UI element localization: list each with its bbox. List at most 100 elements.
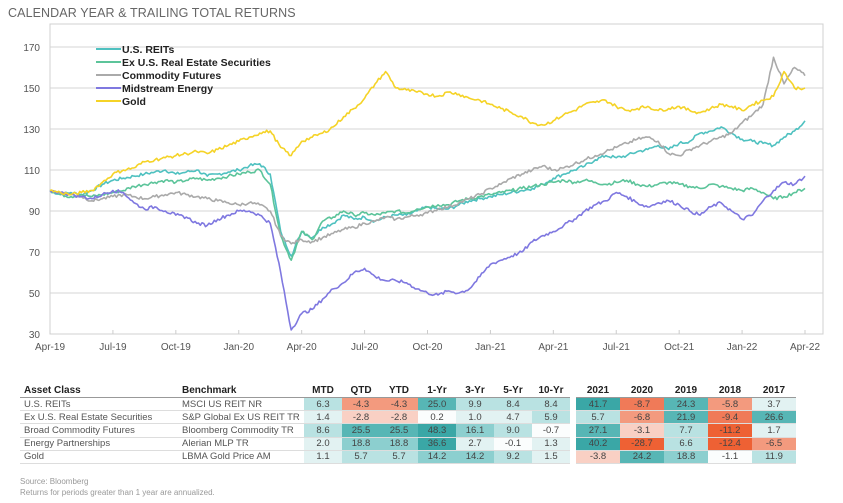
- table-row: U.S. REITs MSCI US REIT NR 6.3 -4.3 -4.3 25.0…: [20, 397, 796, 412]
- table-row: Broad Commodity Futures Bloomberg Commodi…: [20, 423, 796, 438]
- return-cell: -2.8: [380, 410, 418, 425]
- y-tick-label: 150: [23, 84, 40, 95]
- series-line-u-s-reits: [49, 120, 806, 257]
- column-header: YTD: [380, 384, 418, 398]
- plot-frame: [49, 23, 824, 335]
- column-header: 10-Yr: [532, 384, 570, 398]
- return-cell: 1.7: [752, 423, 796, 438]
- series-line-midstream-energy: [49, 175, 806, 331]
- benchmark-cell: S&P Global Ex US REIT TR: [178, 410, 304, 425]
- return-cell: -3.1: [620, 423, 664, 438]
- return-cell: -9.4: [708, 410, 752, 425]
- return-cell: 27.1: [576, 423, 620, 438]
- column-gap: [570, 437, 576, 451]
- return-cell: 4.7: [494, 410, 532, 425]
- return-cell: -6.5: [752, 437, 796, 451]
- y-tick-label: 70: [29, 248, 41, 259]
- table-row: Gold LBMA Gold Price AM 1.1 5.7 5.7 14.2 14.2 9…: [20, 450, 796, 464]
- return-cell: 1.3: [532, 437, 570, 451]
- x-tick-label: Oct-19: [161, 342, 191, 353]
- column-header: QTD: [342, 384, 380, 398]
- annualized-note: Returns for periods greater than 1 year …: [20, 488, 215, 497]
- return-cell: 11.9: [752, 450, 796, 464]
- column-gap: [570, 384, 576, 398]
- y-tick-label: 110: [24, 166, 40, 177]
- returns-table: Asset Class Benchmark MTD QTD YTD 1-Yr 3-Yr 5-Y…: [20, 384, 796, 464]
- x-tick-label: Oct-21: [664, 342, 694, 353]
- column-header: 2017: [752, 384, 796, 398]
- column-header: 2019: [664, 384, 708, 398]
- column-gap: [570, 410, 576, 424]
- return-cell: -8.7: [620, 397, 664, 412]
- x-axis-ticks: Apr-19 Jul-19 Oct-19 Jan-20 Apr-20 Jul-20 Oct-…: [35, 330, 820, 353]
- y-tick-label: 170: [23, 43, 40, 54]
- return-cell: 1.0: [456, 410, 494, 425]
- column-header: 3-Yr: [456, 384, 494, 398]
- series-line-gold: [49, 70, 806, 196]
- series-lines: [49, 56, 806, 331]
- return-cell: -28.7: [620, 437, 664, 451]
- x-tick-label: Oct-20: [412, 342, 442, 353]
- column-gap: [570, 450, 576, 464]
- return-cell: 9.0: [494, 423, 532, 438]
- column-header: Benchmark: [178, 384, 304, 398]
- x-tick-label: Jan-21: [475, 342, 506, 353]
- return-cell: 8.6: [304, 423, 342, 438]
- return-cell: 24.2: [620, 450, 664, 464]
- return-cell: 1.1: [304, 450, 342, 464]
- x-tick-label: Jan-20: [223, 342, 254, 353]
- x-tick-label: Jul-21: [603, 342, 631, 353]
- x-tick-label: Apr-21: [538, 342, 568, 353]
- return-cell: 18.8: [342, 437, 380, 451]
- return-cell: -0.7: [532, 423, 570, 438]
- return-cell: 6.3: [304, 397, 342, 412]
- return-cell: 5.7: [342, 450, 380, 464]
- return-cell: 25.5: [380, 423, 418, 438]
- column-header: 5-Yr: [494, 384, 532, 398]
- return-cell: 7.7: [664, 423, 708, 438]
- y-tick-label: 30: [29, 330, 41, 341]
- return-cell: 18.8: [664, 450, 708, 464]
- column-gap: [570, 423, 576, 438]
- asset-class-cell: U.S. REITs: [20, 397, 178, 412]
- asset-class-cell: Ex U.S. Real Estate Securities: [20, 410, 178, 425]
- return-cell: 9.2: [494, 450, 532, 464]
- gridlines: [49, 23, 824, 335]
- returns-line-chart: 30 50 70 90 110 130 150 170 Apr-19 Jul-19 Oct-19 J…: [23, 23, 824, 353]
- asset-class-cell: Energy Partnerships: [20, 437, 178, 451]
- return-cell: 5.9: [532, 410, 570, 425]
- return-cell: 1.4: [304, 410, 342, 425]
- return-cell: 8.4: [532, 397, 570, 412]
- x-tick-label: Apr-20: [287, 342, 317, 353]
- page-title: CALENDAR YEAR & TRAILING TOTAL RETURNS: [8, 6, 296, 20]
- return-cell: -4.3: [342, 397, 380, 412]
- return-cell: 36.6: [418, 437, 456, 451]
- return-cell: 5.7: [576, 410, 620, 425]
- return-cell: 48.3: [418, 423, 456, 438]
- return-cell: 25.5: [342, 423, 380, 438]
- return-cell: -1.1: [708, 450, 752, 464]
- return-cell: 8.4: [494, 397, 532, 412]
- column-header: 2018: [708, 384, 752, 398]
- benchmark-cell: Alerian MLP TR: [178, 437, 304, 451]
- x-tick-label: Jan-22: [727, 342, 758, 353]
- return-cell: 2.7: [456, 437, 494, 451]
- return-cell: -4.3: [380, 397, 418, 412]
- column-header: 2021: [576, 384, 620, 398]
- return-cell: -5.8: [708, 397, 752, 412]
- column-header: 1-Yr: [418, 384, 456, 398]
- return-cell: -3.8: [576, 450, 620, 464]
- asset-class-cell: Gold: [20, 450, 178, 464]
- y-tick-label: 90: [29, 207, 41, 218]
- benchmark-cell: LBMA Gold Price AM: [178, 450, 304, 464]
- column-gap: [570, 397, 576, 411]
- return-cell: 40.2: [576, 437, 620, 451]
- legend-label: Commodity Futures: [122, 70, 221, 82]
- y-tick-label: 50: [29, 289, 41, 300]
- return-cell: 25.0: [418, 397, 456, 412]
- return-cell: 2.0: [304, 437, 342, 451]
- x-tick-label: Apr-19: [35, 342, 65, 353]
- return-cell: -0.1: [494, 437, 532, 451]
- column-header: 2020: [620, 384, 664, 398]
